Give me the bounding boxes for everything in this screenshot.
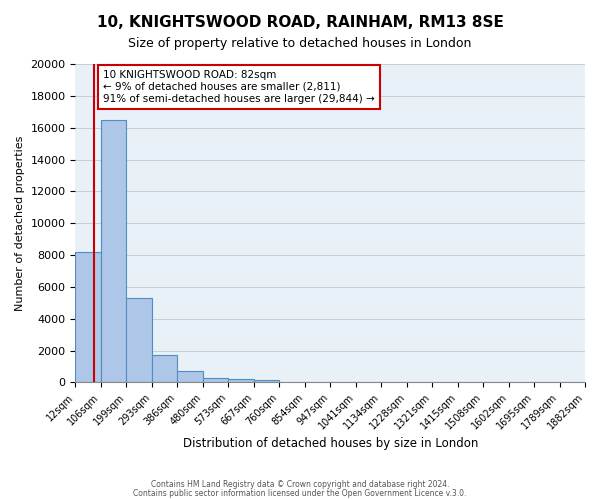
- Text: 10, KNIGHTSWOOD ROAD, RAINHAM, RM13 8SE: 10, KNIGHTSWOOD ROAD, RAINHAM, RM13 8SE: [97, 15, 503, 30]
- X-axis label: Distribution of detached houses by size in London: Distribution of detached houses by size …: [182, 437, 478, 450]
- Bar: [101, 120, 127, 382]
- Bar: [203, 378, 228, 382]
- Text: Contains HM Land Registry data © Crown copyright and database right 2024.: Contains HM Land Registry data © Crown c…: [151, 480, 449, 489]
- Bar: [254, 380, 279, 382]
- Bar: [152, 354, 178, 382]
- Text: Size of property relative to detached houses in London: Size of property relative to detached ho…: [128, 38, 472, 51]
- Text: Contains public sector information licensed under the Open Government Licence v.: Contains public sector information licen…: [133, 488, 467, 498]
- Bar: [127, 298, 152, 382]
- Y-axis label: Number of detached properties: Number of detached properties: [15, 136, 25, 311]
- Text: 10 KNIGHTSWOOD ROAD: 82sqm
← 9% of detached houses are smaller (2,811)
91% of se: 10 KNIGHTSWOOD ROAD: 82sqm ← 9% of detac…: [103, 70, 375, 104]
- Bar: [76, 252, 101, 382]
- Bar: [178, 372, 203, 382]
- Bar: [228, 380, 254, 382]
